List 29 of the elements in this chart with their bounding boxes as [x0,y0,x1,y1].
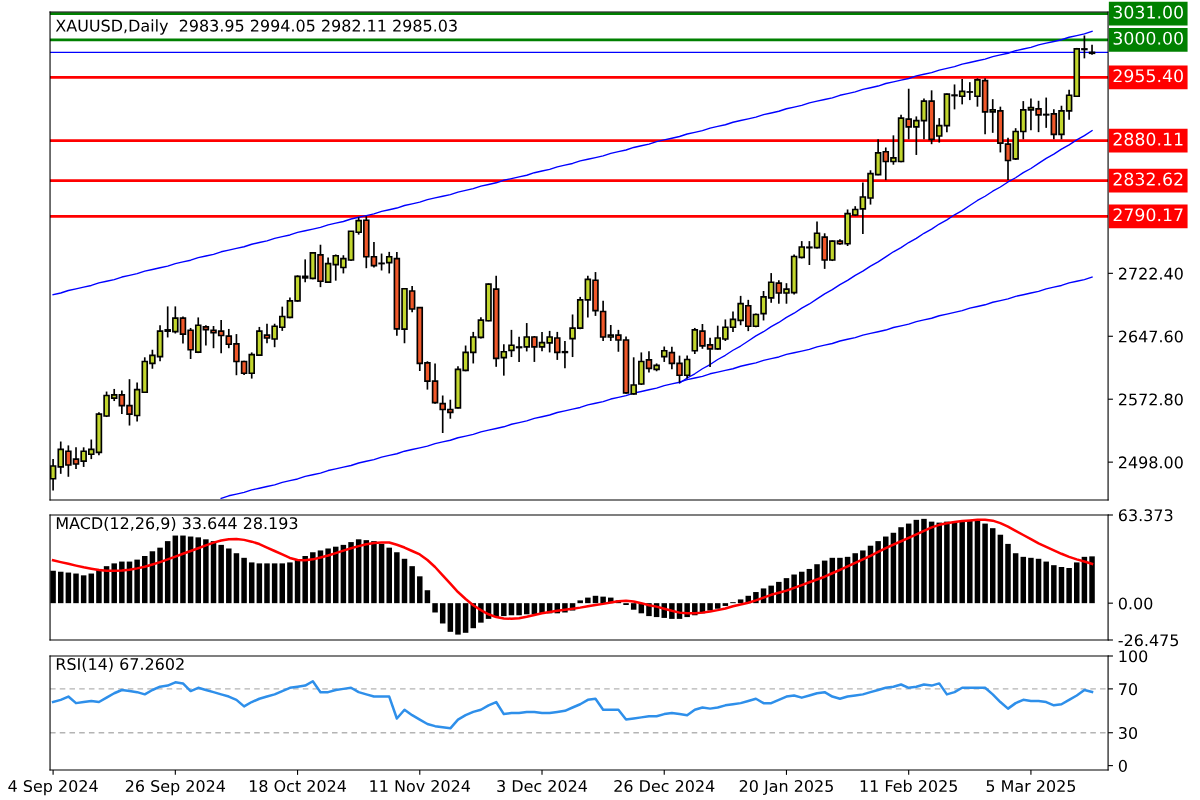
x-tick-label: 26 Dec 2024 [614,780,715,793]
x-tick-label: 4 Sep 2024 [8,780,98,796]
chart-title: XAUUSD,Daily 2983.95 2994.05 2982.11 2985.03 [55,19,457,35]
ref-line-label: 3000.00 [1113,31,1183,45]
ref-line-label: 3031.00 [1113,5,1183,19]
x-tick-label: 20 Jan 2025 [739,780,833,796]
y-tick-label: 0 [1118,759,1127,772]
y-tick-label: 2572.80 [1118,393,1183,406]
x-tick-label: 11 Nov 2024 [370,780,471,793]
ref-line-label: 2790.17 [1113,208,1183,222]
chart-title: RSI(14) 67.2602 [56,657,184,672]
x-tick-label: 11 Feb 2025 [860,779,957,793]
y-tick-label: 70 [1119,683,1138,696]
x-tick-label: 26 Sep 2024 [125,780,226,796]
x-tick-label: 5 Mar 2025 [986,780,1076,793]
y-tick-label: 0.00 [1118,597,1153,610]
y-tick-label: -26.475 [1118,634,1179,647]
ref-line-label: 2880.11 [1113,132,1183,146]
x-tick-label: 18 Oct 2024 [249,780,347,793]
x-tick-label: 3 Dec 2024 [497,780,588,793]
chart-title: MACD(12,26,9) 33.644 28.193 [56,516,298,532]
y-tick-label: 2647.60 [1118,330,1183,343]
ref-line-label: 2955.40 [1113,69,1183,83]
y-tick-label: 63.373 [1118,509,1173,522]
y-tick-label: 30 [1119,726,1138,740]
y-tick-label: 100 [1119,650,1148,663]
ref-line-label: 2832.62 [1113,172,1183,186]
y-tick-label: 2498.00 [1118,456,1183,469]
y-tick-label: 2722.40 [1118,267,1183,280]
